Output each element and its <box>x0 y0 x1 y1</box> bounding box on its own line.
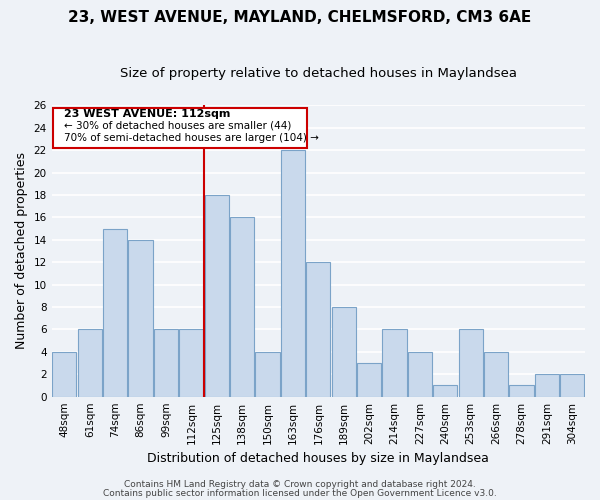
Bar <box>77 330 102 396</box>
Bar <box>205 195 229 396</box>
Bar <box>306 262 331 396</box>
Text: Contains HM Land Registry data © Crown copyright and database right 2024.: Contains HM Land Registry data © Crown c… <box>124 480 476 489</box>
Text: 70% of semi-detached houses are larger (104) →: 70% of semi-detached houses are larger (… <box>64 134 319 143</box>
Bar <box>509 386 533 396</box>
Text: 23 WEST AVENUE: 112sqm: 23 WEST AVENUE: 112sqm <box>64 108 231 118</box>
Bar <box>332 307 356 396</box>
Text: 23, WEST AVENUE, MAYLAND, CHELMSFORD, CM3 6AE: 23, WEST AVENUE, MAYLAND, CHELMSFORD, CM… <box>68 10 532 25</box>
Bar <box>560 374 584 396</box>
Bar <box>535 374 559 396</box>
Bar <box>458 330 483 396</box>
Bar <box>52 352 76 397</box>
Bar <box>256 352 280 397</box>
Bar <box>128 240 152 396</box>
FancyBboxPatch shape <box>53 108 307 148</box>
Bar <box>433 386 457 396</box>
Bar <box>103 228 127 396</box>
Text: ← 30% of detached houses are smaller (44): ← 30% of detached houses are smaller (44… <box>64 121 292 131</box>
Bar <box>357 363 381 396</box>
Text: Contains public sector information licensed under the Open Government Licence v3: Contains public sector information licen… <box>103 488 497 498</box>
Bar <box>281 150 305 396</box>
Y-axis label: Number of detached properties: Number of detached properties <box>15 152 28 350</box>
Bar <box>230 218 254 396</box>
Bar <box>154 330 178 396</box>
Bar <box>408 352 432 397</box>
Bar <box>382 330 407 396</box>
X-axis label: Distribution of detached houses by size in Maylandsea: Distribution of detached houses by size … <box>148 452 489 465</box>
Bar <box>179 330 203 396</box>
Bar <box>484 352 508 397</box>
Title: Size of property relative to detached houses in Maylandsea: Size of property relative to detached ho… <box>120 68 517 80</box>
